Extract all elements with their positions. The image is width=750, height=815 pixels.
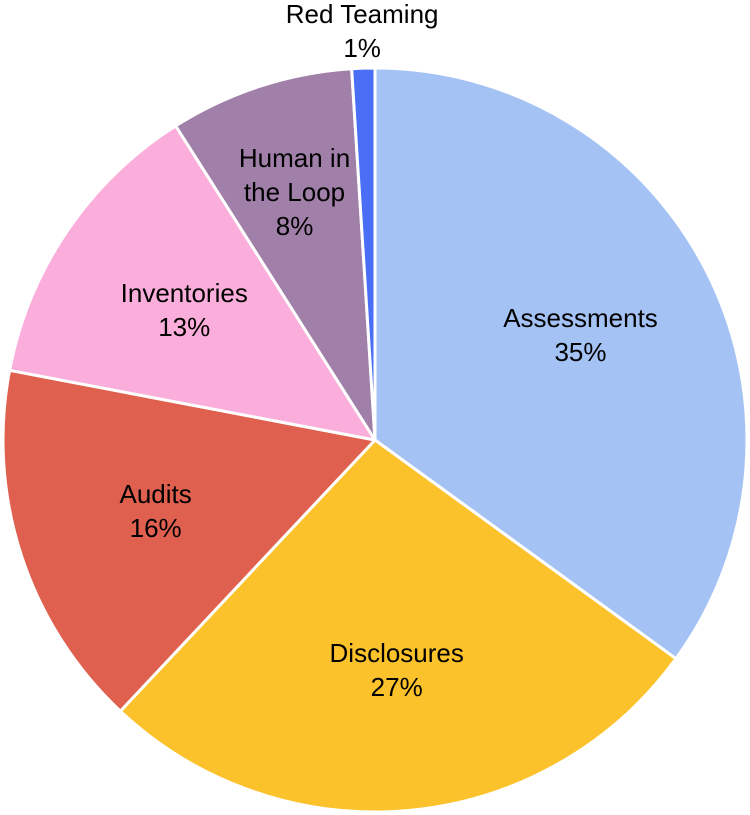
pie-slice — [8, 124, 377, 442]
category-label: Red Teaming — [285, 0, 439, 29]
value-label: 13% — [158, 312, 211, 343]
category-label: Inventories — [120, 278, 248, 309]
slice-label: Assessments 35% — [503, 301, 658, 369]
slice-label: Audits 16% — [120, 477, 192, 545]
pie-slice — [1, 368, 377, 713]
slice-label: Human in the Loop 8% — [220, 141, 370, 243]
slice-label: Inventories 13% — [121, 276, 248, 344]
pie-slice — [174, 67, 377, 442]
value-label: 8% — [275, 211, 314, 242]
pie-slice — [373, 66, 749, 661]
category-label: Human in the Loop — [238, 143, 351, 208]
pie-slice — [118, 438, 678, 814]
slice-label: Disclosures 27% — [330, 636, 464, 704]
category-label: Audits — [119, 479, 192, 510]
category-label: Disclosures — [329, 637, 464, 668]
slice-label: Red Teaming 1% — [286, 0, 439, 65]
value-label: 27% — [370, 671, 423, 702]
pie-slice — [350, 66, 377, 442]
category-label: Assessments — [503, 303, 658, 334]
value-label: 1% — [343, 33, 381, 63]
value-label: 16% — [129, 513, 182, 544]
value-label: 35% — [554, 337, 607, 368]
